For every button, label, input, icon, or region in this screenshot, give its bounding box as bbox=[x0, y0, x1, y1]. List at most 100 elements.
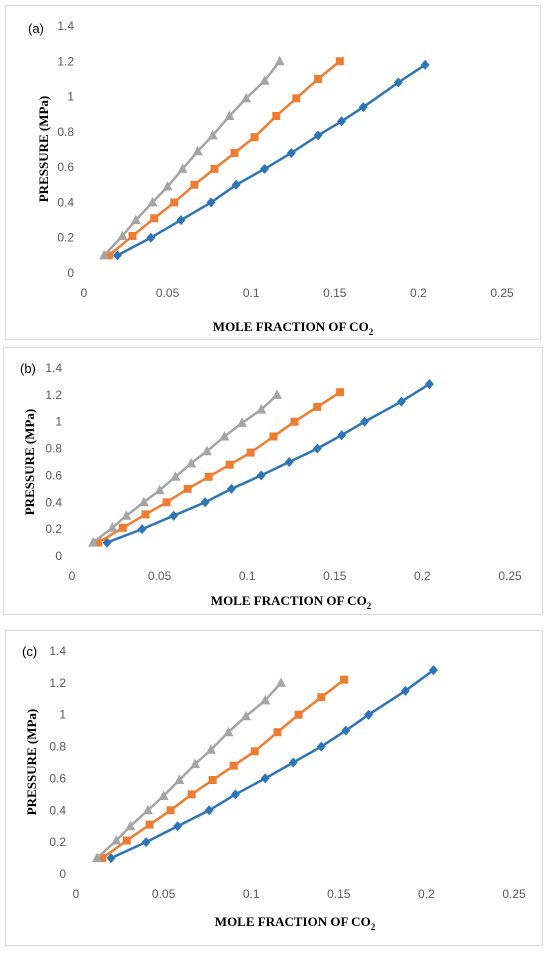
series-2-square-marker bbox=[128, 231, 137, 240]
series-2-square-marker bbox=[141, 510, 150, 519]
series-3-triangle-marker bbox=[256, 404, 267, 414]
x-axis-title: MOLE FRACTION OF CO2 bbox=[215, 914, 376, 932]
series-3-triangle-marker bbox=[219, 430, 230, 441]
series-2-square-marker bbox=[204, 472, 213, 481]
y-tick-label: 1.2 bbox=[45, 388, 62, 402]
series-3-triangle-marker bbox=[186, 457, 197, 468]
series-3-triangle-marker bbox=[260, 694, 271, 705]
series-2-square-marker bbox=[105, 251, 114, 260]
series-3-triangle-marker bbox=[147, 196, 158, 207]
y-tick-label: 1.4 bbox=[45, 361, 62, 375]
series-3-triangle-marker bbox=[223, 726, 234, 737]
y-tick-label: 1.2 bbox=[57, 54, 74, 68]
series-2-square-marker bbox=[272, 111, 281, 120]
series-1-diamond-marker bbox=[106, 853, 116, 864]
series-3-triangle-marker bbox=[154, 484, 165, 495]
series-3-triangle-marker bbox=[192, 145, 203, 156]
chart-panel-a: (a) 0 0.2 0.4 0.6 0.8 1 1.2 1.4 0 0.05 0.1 0.15 0.2 0.… bbox=[5, 5, 541, 340]
x-tick-label: 0.15 bbox=[323, 286, 347, 300]
series-3-triangle-marker bbox=[236, 417, 247, 428]
y-tick-label: 1 bbox=[55, 415, 62, 429]
series-3-group bbox=[88, 389, 282, 547]
series-2-square-marker bbox=[250, 133, 259, 142]
series-3-triangle-marker bbox=[177, 163, 188, 173]
chart-svg-a: (a) 0 0.2 0.4 0.6 0.8 1 1.2 1.4 0 0.05 0.1 0.15 0.2 0.… bbox=[28, 19, 514, 337]
series-3-triangle-marker bbox=[275, 677, 286, 687]
x-tick-label: 0 bbox=[73, 887, 80, 901]
series-3-triangle-marker bbox=[158, 790, 169, 800]
series-2-square-marker bbox=[118, 523, 127, 532]
series-2-group bbox=[94, 388, 345, 547]
series-2-square-marker bbox=[187, 790, 196, 799]
y-tick-label: 0.8 bbox=[57, 125, 74, 139]
series-3-triangle-marker bbox=[142, 804, 153, 815]
chart-panel-b: (b) 0 0.2 0.4 0.6 0.8 1 1.2 1.4 0 0.05 0.1 0.15 0.2 0.… bbox=[3, 347, 543, 615]
x-tick-label: 0.15 bbox=[327, 887, 351, 901]
series-3-triangle-marker bbox=[205, 744, 216, 754]
series-3-triangle-marker bbox=[130, 214, 141, 225]
y-tick-label: 1 bbox=[59, 708, 66, 722]
series-1-diamond-marker bbox=[316, 741, 326, 752]
series-2-square-marker bbox=[183, 484, 192, 493]
y-tick-label: 0 bbox=[55, 549, 62, 563]
series-1-diamond-marker bbox=[393, 77, 403, 88]
series-1-diamond-marker bbox=[313, 130, 323, 141]
series-1-diamond-marker bbox=[400, 685, 410, 696]
series-3-triangle-marker bbox=[190, 758, 201, 769]
y-tick-label: 0 bbox=[59, 867, 66, 881]
series-1-diamond-marker bbox=[428, 665, 438, 676]
series-3-triangle-marker bbox=[170, 471, 181, 481]
series-2-square-marker bbox=[145, 820, 154, 829]
series-2-square-marker bbox=[340, 675, 349, 684]
x-axis-title-subscript: 2 bbox=[371, 922, 376, 932]
series-1-line bbox=[110, 669, 435, 860]
series-2-square-marker bbox=[225, 460, 234, 469]
y-tick-label: 1.2 bbox=[49, 676, 66, 690]
x-tick-label: 0.05 bbox=[148, 569, 172, 583]
series-3-triangle-marker bbox=[125, 820, 136, 831]
x-tick-label: 0 bbox=[81, 286, 88, 300]
series-2-square-marker bbox=[317, 693, 326, 702]
series-1-diamond-marker bbox=[230, 789, 240, 800]
series-1-diamond-marker bbox=[146, 232, 156, 243]
series-2-line bbox=[101, 678, 345, 860]
y-tick-label: 0.2 bbox=[49, 835, 66, 849]
x-tick-label: 0.25 bbox=[502, 887, 526, 901]
chart-svg-b: (b) 0 0.2 0.4 0.6 0.8 1 1.2 1.4 0 0.05 0.1 0.15 0.2 0.… bbox=[20, 361, 522, 611]
x-tick-label: 0.25 bbox=[498, 569, 522, 583]
panel-label-b: (b) bbox=[20, 361, 36, 376]
series-1-diamond-marker bbox=[102, 537, 112, 548]
series-1-diamond-marker bbox=[137, 524, 147, 535]
series-1-diamond-marker bbox=[176, 215, 186, 226]
series-2-square-marker bbox=[150, 214, 159, 223]
series-1-diamond-marker bbox=[364, 709, 374, 720]
x-tick-label: 0.1 bbox=[243, 286, 260, 300]
series-1-diamond-marker bbox=[169, 510, 179, 521]
y-tick-label: 1.4 bbox=[57, 19, 74, 33]
series-2-square-marker bbox=[250, 747, 259, 756]
series-3-triangle-marker bbox=[117, 230, 128, 240]
panel-label-a: (a) bbox=[28, 21, 44, 36]
x-axis-title-main: MOLE FRACTION OF CO bbox=[213, 319, 369, 334]
series-3-triangle-marker bbox=[107, 522, 118, 532]
series-1-diamond-marker bbox=[200, 497, 210, 508]
series-1-diamond-marker bbox=[226, 483, 236, 494]
x-tick-label: 0.2 bbox=[414, 569, 431, 583]
series-1-diamond-marker bbox=[256, 470, 266, 481]
series-1-line bbox=[106, 383, 431, 544]
series-2-square-marker bbox=[269, 432, 278, 441]
series-1-diamond-marker bbox=[284, 457, 294, 467]
x-axis-title: MOLE FRACTION OF CO2 bbox=[211, 593, 372, 611]
y-axis-title: PRESSURE (MPa) bbox=[36, 96, 51, 203]
series-2-square-marker bbox=[122, 836, 131, 845]
series-1-group bbox=[102, 379, 434, 548]
series-3-line bbox=[103, 60, 281, 257]
chart-panel-c: (c) 0 0.2 0.4 0.6 0.8 1 1.2 1.4 0 0.05 0.1 0.15 0.2 0.… bbox=[5, 630, 543, 946]
series-3-triangle-marker bbox=[224, 110, 235, 120]
y-tick-label: 0.8 bbox=[49, 740, 66, 754]
series-2-square-marker bbox=[190, 180, 199, 189]
series-2-square-marker bbox=[273, 728, 282, 737]
series-3-triangle-marker bbox=[207, 129, 218, 140]
series-2-square-marker bbox=[246, 448, 255, 457]
series-3-triangle-marker bbox=[174, 774, 185, 785]
